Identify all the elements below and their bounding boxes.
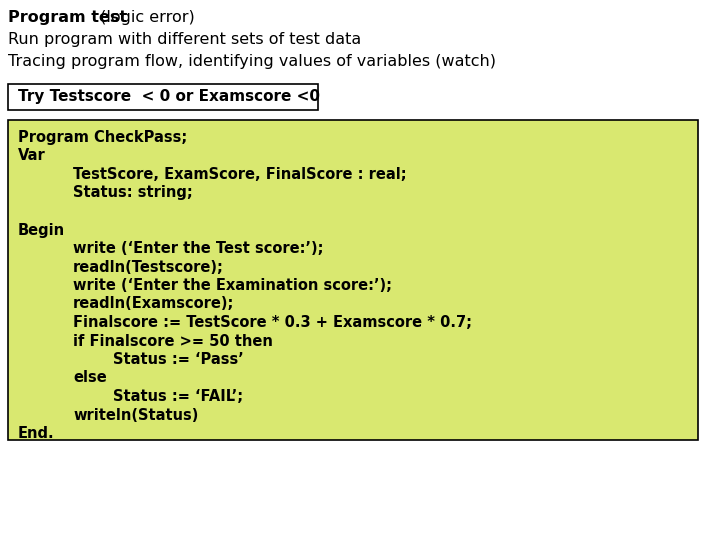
Text: TestScore, ExamScore, FinalScore : real;: TestScore, ExamScore, FinalScore : real; [73, 167, 407, 182]
Text: Status := ‘FAIL’;: Status := ‘FAIL’; [113, 389, 243, 404]
Text: write (‘Enter the Test score:’);: write (‘Enter the Test score:’); [73, 241, 323, 256]
Text: Status := ‘Pass’: Status := ‘Pass’ [113, 352, 244, 367]
Text: readln(Examscore);: readln(Examscore); [73, 296, 235, 312]
Text: else: else [73, 370, 107, 386]
Text: Tracing program flow, identifying values of variables (watch): Tracing program flow, identifying values… [8, 54, 496, 69]
Text: (logic error): (logic error) [95, 10, 194, 25]
Text: End.: End. [18, 426, 55, 441]
Text: Run program with different sets of test data: Run program with different sets of test … [8, 32, 361, 47]
Text: Var: Var [18, 148, 46, 164]
Text: Finalscore := TestScore * 0.3 + Examscore * 0.7;: Finalscore := TestScore * 0.3 + Examscor… [73, 315, 472, 330]
Text: writeln(Status): writeln(Status) [73, 408, 199, 422]
Text: if Finalscore >= 50 then: if Finalscore >= 50 then [73, 334, 273, 348]
Text: Begin: Begin [18, 222, 65, 238]
FancyBboxPatch shape [8, 84, 318, 110]
Text: write (‘Enter the Examination score:’);: write (‘Enter the Examination score:’); [73, 278, 392, 293]
Text: readln(Testscore);: readln(Testscore); [73, 260, 224, 274]
Text: Try Testscore  < 0 or Examscore <0: Try Testscore < 0 or Examscore <0 [18, 90, 320, 105]
Text: Status: string;: Status: string; [73, 186, 193, 200]
FancyBboxPatch shape [8, 120, 698, 440]
Text: Program test: Program test [8, 10, 127, 25]
Text: Program CheckPass;: Program CheckPass; [18, 130, 187, 145]
